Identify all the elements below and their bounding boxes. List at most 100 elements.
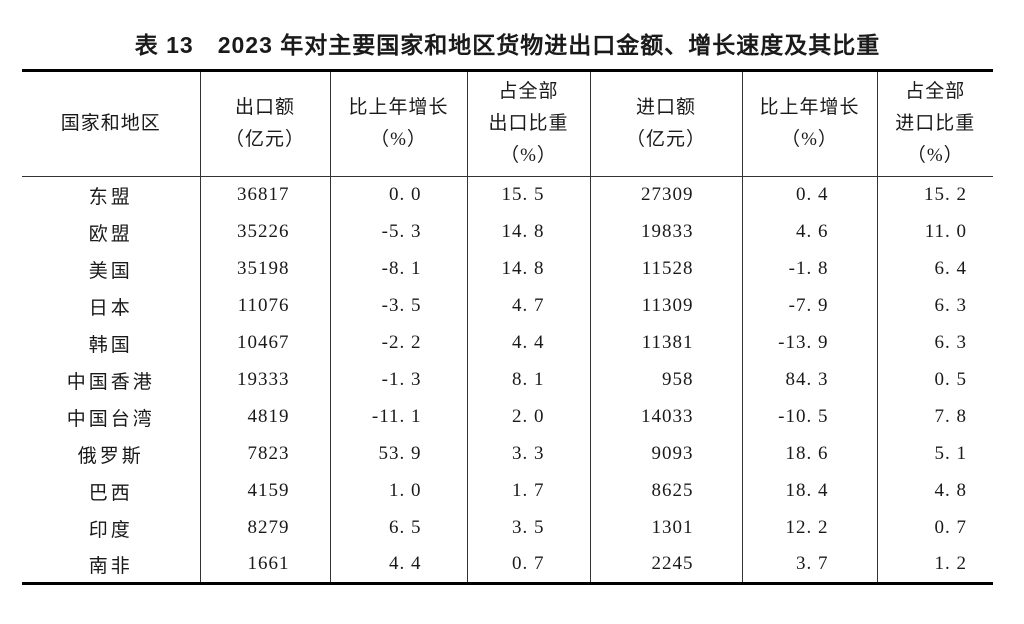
column-header-line: （%） bbox=[370, 129, 427, 150]
import-value-cell: 8625 bbox=[589, 472, 742, 510]
table-row: 南非 1661 4. 4 0. 7 2245 3. 7 1. 2 bbox=[22, 546, 993, 584]
column-header-line: （%） bbox=[781, 129, 838, 150]
export-share-cell: 4. 7 bbox=[466, 287, 590, 325]
import-growth-cell: 18. 4 bbox=[741, 472, 877, 510]
import-value-cell: 19833 bbox=[589, 213, 742, 251]
import-growth-cell: 12. 2 bbox=[741, 509, 877, 547]
export-share-cell: 3. 5 bbox=[466, 509, 590, 547]
table-header: 国家和地区 出口额 （亿元） 比上年增长 （%） 占全部 出口比重 （%） 进口… bbox=[22, 70, 993, 177]
import-value-cell: 958 bbox=[589, 361, 742, 399]
region-cell: 俄罗斯 bbox=[77, 445, 144, 467]
import-value-cell: 14033 bbox=[589, 398, 742, 436]
export-value-cell: 11076 bbox=[199, 287, 330, 325]
import-growth-cell: 3. 7 bbox=[741, 546, 877, 584]
column-header-region: 国家和地区 bbox=[22, 70, 200, 177]
export-value-cell: 35198 bbox=[199, 250, 330, 288]
column-header-line: 出口额 bbox=[234, 97, 295, 118]
trade-data-table: 国家和地区 出口额 （亿元） 比上年增长 （%） 占全部 出口比重 （%） 进口… bbox=[22, 69, 993, 585]
export-value-cell: 1661 bbox=[199, 546, 330, 584]
column-header-line: 进口额 bbox=[635, 97, 696, 118]
column-header-import-share: 占全部 进口比重 （%） bbox=[876, 70, 993, 177]
export-growth-cell: -2. 2 bbox=[329, 324, 467, 362]
region-cell: 印度 bbox=[88, 519, 133, 541]
import-share-cell: 15. 2 bbox=[876, 176, 993, 214]
column-header-line: （亿元） bbox=[625, 129, 706, 150]
import-share-cell: 7. 8 bbox=[876, 398, 993, 436]
import-growth-cell: -10. 5 bbox=[741, 398, 877, 436]
export-share-cell: 8. 1 bbox=[466, 361, 590, 399]
export-value-cell: 4819 bbox=[199, 398, 330, 436]
export-growth-cell: -5. 3 bbox=[329, 213, 467, 251]
region-cell: 韩国 bbox=[88, 334, 133, 356]
column-header-line: 比上年增长 bbox=[348, 97, 449, 118]
import-share-cell: 0. 5 bbox=[876, 361, 993, 399]
table-row: 巴西 4159 1. 0 1. 7 8625 18. 4 4. 8 bbox=[22, 472, 993, 510]
column-header-line: 比上年增长 bbox=[759, 97, 860, 118]
import-value-cell: 11309 bbox=[589, 287, 742, 325]
export-share-cell: 14. 8 bbox=[466, 250, 590, 288]
export-value-cell: 35226 bbox=[199, 213, 330, 251]
table-row: 东盟 36817 0. 0 15. 5 27309 0. 4 15. 2 bbox=[22, 176, 993, 214]
column-header-export-value: 出口额 （亿元） bbox=[199, 70, 330, 177]
export-share-cell: 14. 8 bbox=[466, 213, 590, 251]
import-share-cell: 6. 3 bbox=[876, 324, 993, 362]
import-growth-cell: 0. 4 bbox=[741, 176, 877, 214]
import-growth-cell: -1. 8 bbox=[741, 250, 877, 288]
import-growth-cell: 18. 6 bbox=[741, 435, 877, 473]
export-growth-cell: -1. 3 bbox=[329, 361, 467, 399]
import-share-cell: 0. 7 bbox=[876, 509, 993, 547]
export-share-cell: 1. 7 bbox=[466, 472, 590, 510]
import-share-cell: 5. 1 bbox=[876, 435, 993, 473]
region-cell: 巴西 bbox=[88, 482, 133, 504]
import-value-cell: 11381 bbox=[589, 324, 742, 362]
column-header-line: 占全部 bbox=[905, 81, 966, 102]
column-header-import-growth: 比上年增长 （%） bbox=[741, 70, 877, 177]
table-row: 中国台湾 4819 -11. 1 2. 0 14033 -10. 5 7. 8 bbox=[22, 398, 993, 436]
header-row: 国家和地区 出口额 （亿元） 比上年增长 （%） 占全部 出口比重 （%） 进口… bbox=[22, 70, 993, 177]
export-share-cell: 2. 0 bbox=[466, 398, 590, 436]
export-share-cell: 4. 4 bbox=[466, 324, 590, 362]
import-value-cell: 27309 bbox=[589, 176, 742, 214]
import-value-cell: 1301 bbox=[589, 509, 742, 547]
import-value-cell: 9093 bbox=[589, 435, 742, 473]
import-growth-cell: 4. 6 bbox=[741, 213, 877, 251]
table-title: 表 13 2023 年对主要国家和地区货物进出口金额、增长速度及其比重 bbox=[134, 32, 881, 58]
column-header-line: （亿元） bbox=[224, 129, 305, 150]
column-header-line: 国家和地区 bbox=[60, 113, 161, 134]
column-header-export-growth: 比上年增长 （%） bbox=[329, 70, 467, 177]
export-growth-cell: 53. 9 bbox=[329, 435, 467, 473]
export-growth-cell: 4. 4 bbox=[329, 546, 467, 584]
column-header-line: 占全部 bbox=[498, 81, 559, 102]
column-header-line: 出口比重 bbox=[488, 113, 569, 134]
import-growth-cell: 84. 3 bbox=[741, 361, 877, 399]
region-cell: 南非 bbox=[88, 555, 133, 577]
region-cell: 东盟 bbox=[88, 186, 133, 208]
column-header-line: 进口比重 bbox=[895, 113, 976, 134]
import-share-cell: 11. 0 bbox=[876, 213, 993, 251]
export-value-cell: 19333 bbox=[199, 361, 330, 399]
table-body: 东盟 36817 0. 0 15. 5 27309 0. 4 15. 2 欧盟 … bbox=[22, 176, 993, 584]
export-growth-cell: -3. 5 bbox=[329, 287, 467, 325]
region-cell: 中国台湾 bbox=[66, 408, 155, 430]
export-share-cell: 0. 7 bbox=[466, 546, 590, 584]
export-share-cell: 15. 5 bbox=[466, 176, 590, 214]
table-row: 欧盟 35226 -5. 3 14. 8 19833 4. 6 11. 0 bbox=[22, 213, 993, 251]
table-row: 日本 11076 -3. 5 4. 7 11309 -7. 9 6. 3 bbox=[22, 287, 993, 325]
table-row: 韩国 10467 -2. 2 4. 4 11381 -13. 9 6. 3 bbox=[22, 324, 993, 362]
export-growth-cell: 6. 5 bbox=[329, 509, 467, 547]
export-growth-cell: 0. 0 bbox=[329, 176, 467, 214]
region-cell: 中国香港 bbox=[66, 371, 155, 393]
export-growth-cell: -8. 1 bbox=[329, 250, 467, 288]
import-value-cell: 11528 bbox=[589, 250, 742, 288]
region-cell: 美国 bbox=[88, 260, 133, 282]
import-share-cell: 4. 8 bbox=[876, 472, 993, 510]
column-header-export-share: 占全部 出口比重 （%） bbox=[466, 70, 590, 177]
region-cell: 日本 bbox=[88, 297, 133, 319]
table-row: 印度 8279 6. 5 3. 5 1301 12. 2 0. 7 bbox=[22, 509, 993, 547]
table-row: 中国香港 19333 -1. 3 8. 1 958 84. 3 0. 5 bbox=[22, 361, 993, 399]
table-row: 俄罗斯 7823 53. 9 3. 3 9093 18. 6 5. 1 bbox=[22, 435, 993, 473]
import-share-cell: 6. 4 bbox=[876, 250, 993, 288]
import-share-cell: 6. 3 bbox=[876, 287, 993, 325]
export-value-cell: 36817 bbox=[199, 176, 330, 214]
